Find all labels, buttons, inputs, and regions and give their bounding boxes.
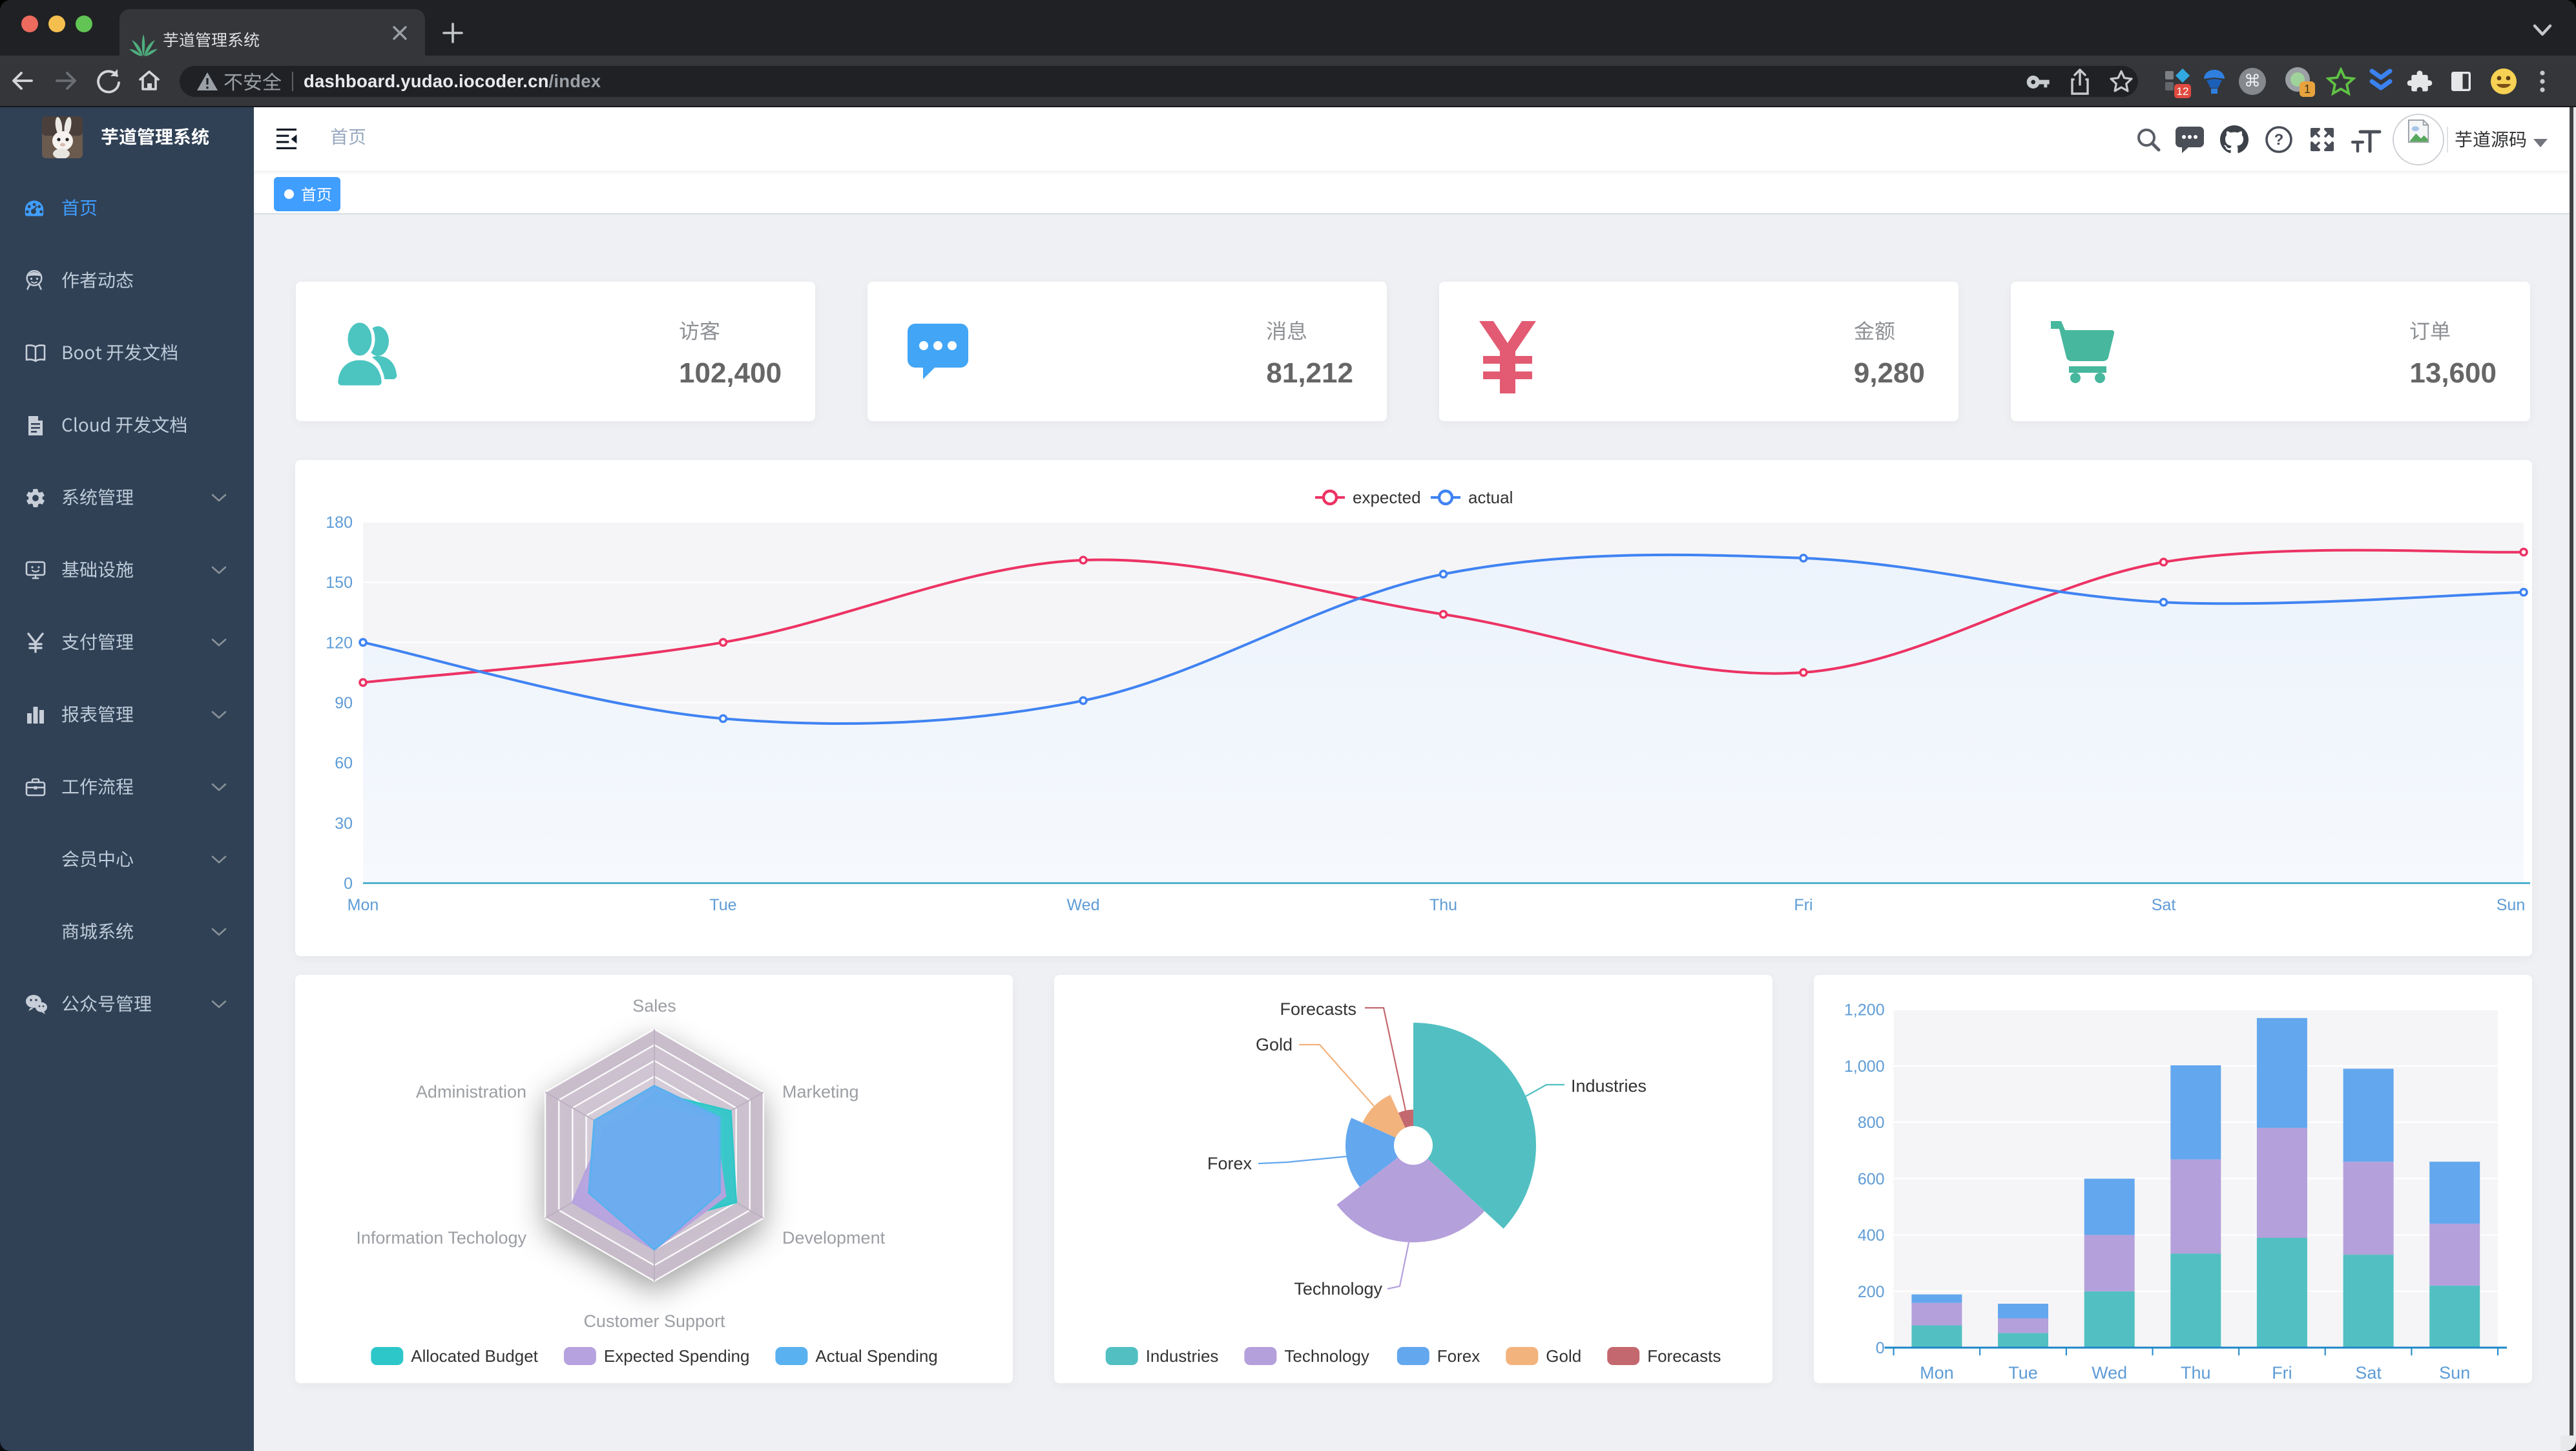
svg-text:90: 90	[335, 694, 353, 713]
svg-text:Forecasts: Forecasts	[1647, 1346, 1721, 1366]
svg-text:1,000: 1,000	[1844, 1058, 1885, 1076]
svg-text:Mon: Mon	[1920, 1363, 1954, 1383]
svg-text:Gold: Gold	[1546, 1346, 1581, 1366]
svg-text:Forecasts: Forecasts	[1280, 999, 1356, 1019]
svg-text:12: 12	[2177, 85, 2189, 98]
svg-text:600: 600	[1858, 1170, 1885, 1188]
svg-text:Tue: Tue	[2008, 1363, 2038, 1383]
svg-text:Sat: Sat	[2152, 896, 2176, 914]
svg-text:180: 180	[326, 514, 353, 532]
svg-text:Thu: Thu	[2181, 1363, 2211, 1383]
svg-text:Technology: Technology	[1284, 1346, 1369, 1366]
svg-text:Administration: Administration	[416, 1082, 526, 1101]
svg-text:Wed: Wed	[1067, 896, 1100, 914]
svg-text:150: 150	[326, 574, 353, 592]
svg-text:Sun: Sun	[2439, 1363, 2470, 1383]
svg-text:?: ?	[2274, 131, 2284, 149]
svg-text:1,200: 1,200	[1844, 1001, 1885, 1019]
svg-text:Marketing: Marketing	[782, 1082, 859, 1101]
svg-text:400: 400	[1858, 1227, 1885, 1245]
svg-text:Information Techology: Information Techology	[356, 1228, 526, 1247]
svg-text:Forex: Forex	[1437, 1346, 1480, 1366]
svg-text:Customer Support: Customer Support	[583, 1311, 725, 1331]
svg-text:30: 30	[335, 815, 353, 833]
svg-text:Gold: Gold	[1256, 1035, 1293, 1054]
svg-text:Technology: Technology	[1294, 1279, 1382, 1299]
svg-text:⌘: ⌘	[2244, 71, 2261, 90]
svg-text:Fri: Fri	[1794, 896, 1813, 914]
svg-text:Development: Development	[782, 1228, 886, 1247]
svg-text:Industries: Industries	[1571, 1076, 1646, 1096]
svg-text:60: 60	[335, 755, 353, 773]
svg-text:Industries: Industries	[1146, 1346, 1219, 1366]
svg-text:Expected Spending: Expected Spending	[604, 1346, 750, 1366]
svg-text:800: 800	[1858, 1114, 1885, 1132]
svg-text:200: 200	[1858, 1283, 1885, 1301]
svg-text:Wed: Wed	[2092, 1363, 2127, 1383]
svg-text:Forex: Forex	[1207, 1154, 1252, 1173]
svg-text:Sales: Sales	[632, 996, 676, 1016]
svg-text:120: 120	[326, 634, 353, 652]
svg-text:Actual Spending: Actual Spending	[815, 1346, 937, 1366]
svg-text:0: 0	[1876, 1339, 1885, 1357]
svg-text:expected: expected	[1353, 488, 1421, 507]
svg-text:Sat: Sat	[2355, 1363, 2382, 1383]
svg-text:1: 1	[2304, 83, 2311, 96]
svg-text:Allocated Budget: Allocated Budget	[411, 1346, 538, 1366]
svg-text:actual: actual	[1468, 488, 1513, 507]
svg-text:0: 0	[344, 875, 353, 893]
svg-text:Tue: Tue	[709, 896, 736, 914]
svg-text:Fri: Fri	[2272, 1363, 2292, 1383]
svg-text:Mon: Mon	[348, 896, 379, 914]
svg-text:Sun: Sun	[2497, 896, 2525, 914]
svg-text:Thu: Thu	[1429, 896, 1457, 914]
